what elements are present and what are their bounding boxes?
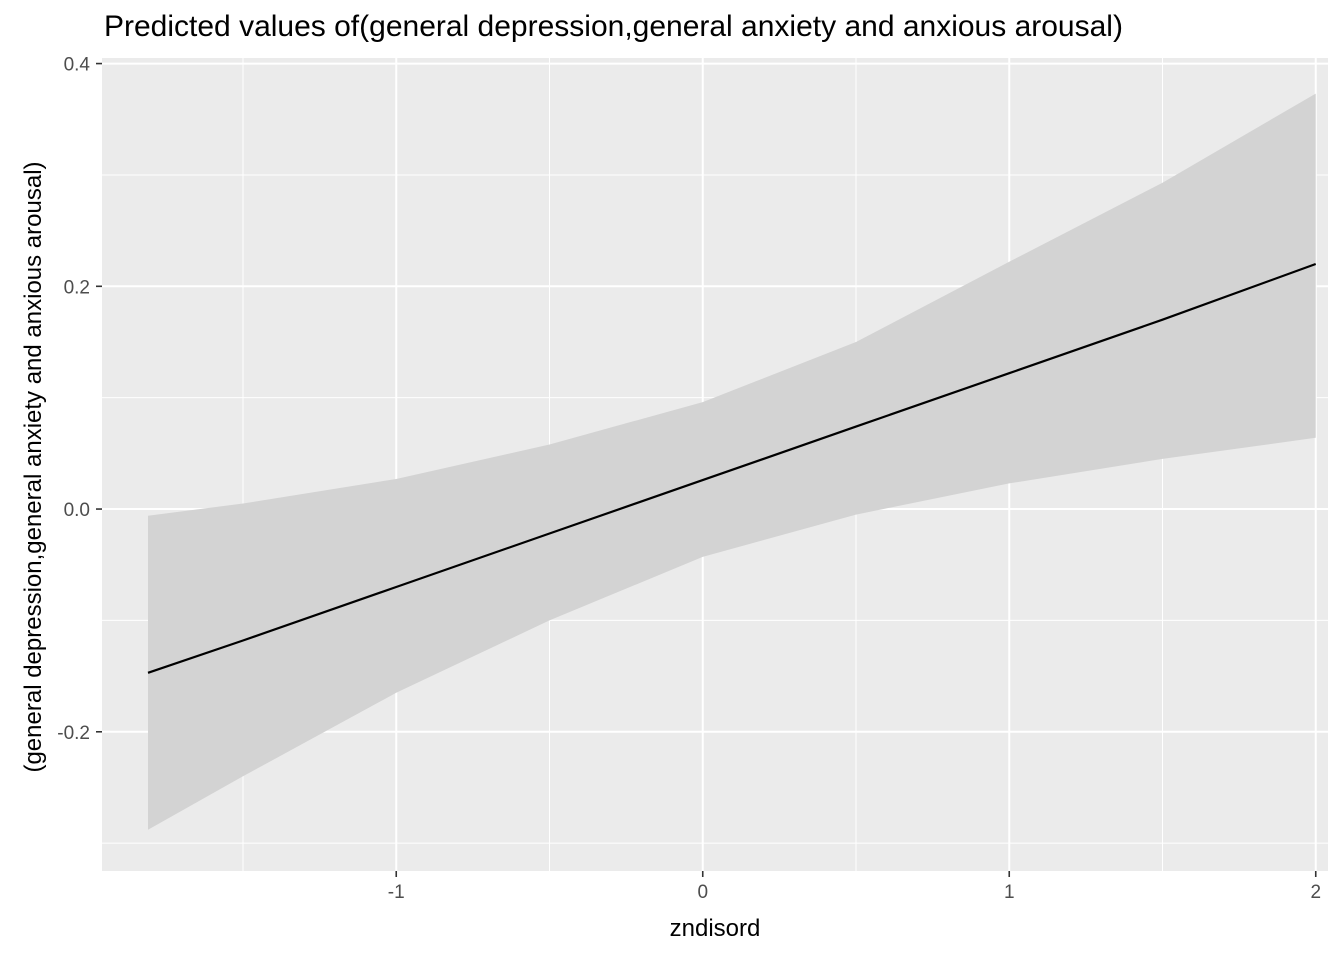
axis-ticks: [96, 62, 1317, 877]
tick-labels: -1 0 1 2 -0.2 0.0 0.2 0.4: [57, 55, 1321, 903]
y-tick-label: 0.0: [64, 500, 90, 521]
y-tick-label: 0.4: [64, 55, 91, 76]
x-tick-label: 1: [1004, 882, 1015, 903]
prediction-line: [147, 262, 1317, 674]
y-axis-title: (general depression,general anxiety and …: [20, 161, 47, 773]
confidence-ribbon: [148, 93, 1316, 830]
x-tick-label: 2: [1310, 882, 1321, 903]
chart-title: Predicted values of(general depression,g…: [104, 10, 1123, 43]
x-axis-title: zndisord: [669, 915, 761, 942]
y-tick-label: 0.2: [64, 277, 90, 298]
y-tick-label: -0.2: [57, 723, 90, 744]
x-tick-label: -1: [388, 882, 405, 903]
x-tick-label: 0: [697, 882, 708, 903]
